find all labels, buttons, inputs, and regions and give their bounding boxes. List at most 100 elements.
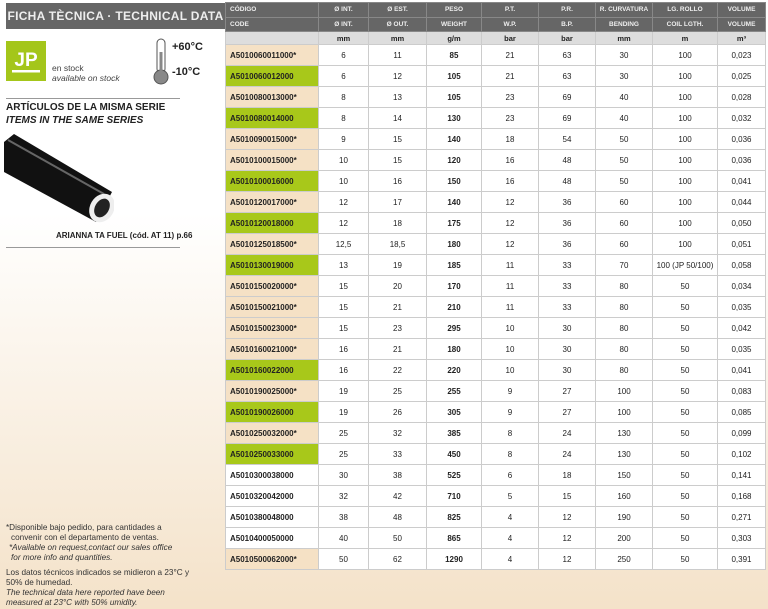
table-cell: 10 bbox=[481, 317, 539, 339]
table-row: A5010300038000 30 38 525 6 18 150 50 0,141 bbox=[225, 464, 766, 486]
table-cell: 1290 bbox=[426, 548, 482, 570]
table-cell: 27 bbox=[538, 401, 596, 423]
table-cell: 0,041 bbox=[717, 170, 766, 192]
table-cell: 140 bbox=[426, 191, 482, 213]
table-cell: 33 bbox=[538, 296, 596, 318]
table-cell: 20 bbox=[368, 275, 427, 297]
product-code: A5010380048000 bbox=[225, 506, 319, 528]
table-cell: 150 bbox=[595, 464, 653, 486]
product-code: A5010300038000 bbox=[225, 464, 319, 486]
table-cell: 0,025 bbox=[717, 65, 766, 87]
table-cell: 0,042 bbox=[717, 317, 766, 339]
table-row: A5010080014000 8 14 130 23 69 40 100 0,032 bbox=[225, 107, 766, 129]
table-cell: 25 bbox=[318, 422, 369, 444]
table-cell: 25 bbox=[318, 443, 369, 465]
table-cell: 48 bbox=[538, 170, 596, 192]
table-cell: 11 bbox=[481, 296, 539, 318]
product-code: A5010100015000* bbox=[225, 149, 319, 171]
table-cell: 50 bbox=[652, 422, 718, 444]
table-cell: 10 bbox=[481, 359, 539, 381]
table-cell: 175 bbox=[426, 212, 482, 234]
table-cell: 0,168 bbox=[717, 485, 766, 507]
column-header: Ø INT. bbox=[318, 2, 369, 18]
table-cell: 12 bbox=[368, 65, 427, 87]
table-cell: 0,141 bbox=[717, 464, 766, 486]
table-cell: 0,058 bbox=[717, 254, 766, 276]
table-cell: 21 bbox=[368, 296, 427, 318]
product-code: A5010150023000* bbox=[225, 317, 319, 339]
table-cell: 30 bbox=[595, 65, 653, 87]
table-cell: 105 bbox=[426, 65, 482, 87]
column-header: P.R. bbox=[538, 2, 596, 18]
table-cell: 12 bbox=[318, 212, 369, 234]
table-cell: 8 bbox=[481, 422, 539, 444]
product-code: A5010080013000* bbox=[225, 86, 319, 108]
table-cell: 4 bbox=[481, 527, 539, 549]
table-cell: 50 bbox=[652, 485, 718, 507]
table-cell: 0,271 bbox=[717, 506, 766, 528]
product-code: A5010080014000 bbox=[225, 107, 319, 129]
note: measured at 23°C with 50% umidity. bbox=[6, 598, 138, 607]
table-cell: 9 bbox=[318, 128, 369, 150]
column-header: LG. ROLLO bbox=[652, 2, 718, 18]
table-row: A5010120018000 12 18 175 12 36 60 100 0,050 bbox=[225, 212, 766, 234]
table-cell: 15 bbox=[368, 128, 427, 150]
column-header: VOLUME bbox=[717, 16, 766, 32]
table-row: A5010060012000 6 12 105 21 63 30 100 0,025 bbox=[225, 65, 766, 87]
table-cell: 6 bbox=[481, 464, 539, 486]
product-code: A5010160021000* bbox=[225, 338, 319, 360]
table-cell: 60 bbox=[595, 233, 653, 255]
table-cell: 0,023 bbox=[717, 44, 766, 66]
table-cell: 80 bbox=[595, 275, 653, 297]
table-row: A5010160021000* 16 21 180 10 30 80 50 0,035 bbox=[225, 338, 766, 360]
table-cell: 63 bbox=[538, 65, 596, 87]
thermometer-icon bbox=[153, 38, 169, 85]
table-cell: 10 bbox=[481, 338, 539, 360]
product-code: A5010250033000 bbox=[225, 443, 319, 465]
product-code: A5010060011000* bbox=[225, 44, 319, 66]
table-cell: 0,036 bbox=[717, 149, 766, 171]
table-cell: 15 bbox=[538, 485, 596, 507]
table-row: A5010100015000* 10 15 120 16 48 50 100 0,036 bbox=[225, 149, 766, 171]
product-code: A5010190025000* bbox=[225, 380, 319, 402]
table-cell: 15 bbox=[318, 296, 369, 318]
table-row: A5010090015000* 9 15 140 18 54 50 100 0,036 bbox=[225, 128, 766, 150]
panel-title: FICHA TÈCNICA · TECHNICAL DATA bbox=[6, 3, 225, 29]
product-code: A5010150021000* bbox=[225, 296, 319, 318]
table-cell: 50 bbox=[318, 548, 369, 570]
stock-label: en stock available on stock bbox=[52, 63, 120, 83]
table-cell: 15 bbox=[318, 317, 369, 339]
table-row: A5010100016000 10 16 150 16 48 50 100 0,041 bbox=[225, 170, 766, 192]
column-header: mm bbox=[595, 31, 653, 45]
note: *Available on request,contact our sales … bbox=[9, 543, 173, 552]
product-code: A5010120018000 bbox=[225, 212, 319, 234]
table-cell: 85 bbox=[426, 44, 482, 66]
header-row: mm mm g/m bar bar mm m m³ bbox=[225, 31, 766, 45]
column-header: bar bbox=[538, 31, 596, 45]
table-cell: 60 bbox=[595, 212, 653, 234]
table-cell: 50 bbox=[652, 296, 718, 318]
header-row: CODE Ø INT. Ø OUT. WEIGHT W.P. B.P. BENDING COI… bbox=[225, 16, 766, 32]
product-code: A5010190026000 bbox=[225, 401, 319, 423]
table-cell: 18 bbox=[538, 464, 596, 486]
table-cell: 16 bbox=[318, 338, 369, 360]
table-cell: 50 bbox=[652, 359, 718, 381]
table-cell: 0,035 bbox=[717, 296, 766, 318]
table-cell: 4 bbox=[481, 506, 539, 528]
table-cell: 18,5 bbox=[368, 233, 427, 255]
table-cell: 38 bbox=[368, 464, 427, 486]
table-cell: 42 bbox=[368, 485, 427, 507]
table-cell: 100 bbox=[595, 380, 653, 402]
table-cell: 12 bbox=[481, 212, 539, 234]
product-code: A5010130019000 bbox=[225, 254, 319, 276]
column-header: Ø OUT. bbox=[368, 16, 427, 32]
table-cell: 30 bbox=[538, 317, 596, 339]
series-es: ARTÍCULOS DE LA MISMA SERIE bbox=[6, 102, 166, 113]
table-cell: 5 bbox=[481, 485, 539, 507]
product-code: A5010150020000* bbox=[225, 275, 319, 297]
note: Los datos técnicos indicados se midieron… bbox=[6, 568, 190, 577]
table-cell: 40 bbox=[318, 527, 369, 549]
column-header bbox=[225, 31, 319, 45]
table-cell: 180 bbox=[426, 233, 482, 255]
column-header: Ø EST. bbox=[368, 2, 427, 18]
